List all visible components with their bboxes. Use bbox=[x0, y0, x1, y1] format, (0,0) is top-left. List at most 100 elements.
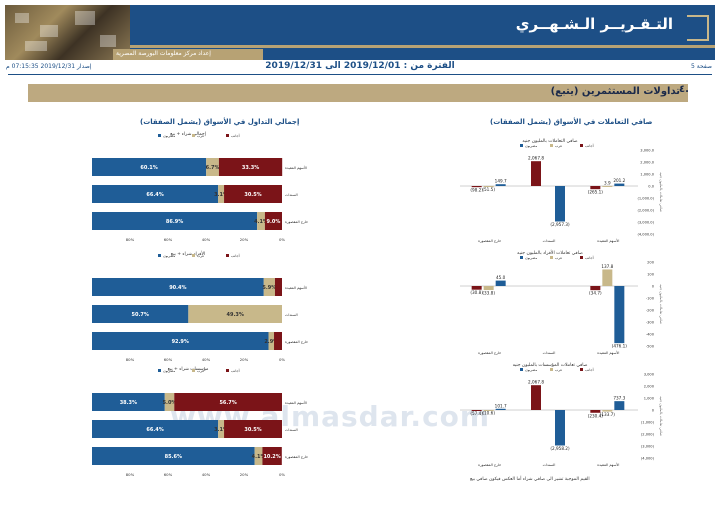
legend-swatch bbox=[226, 369, 229, 372]
header-photo bbox=[5, 5, 130, 60]
tick-label: 20% bbox=[240, 472, 249, 477]
bar-segment bbox=[92, 420, 219, 438]
legend-swatch bbox=[550, 144, 553, 147]
chart-title: مؤسسات شراء + بيع bbox=[168, 366, 209, 372]
chart-title: صافي التعاملات بالمليون جنيه bbox=[522, 139, 577, 144]
header-divider bbox=[130, 45, 715, 48]
bar-label: 9.0% bbox=[267, 219, 281, 225]
legend-swatch bbox=[580, 144, 583, 147]
data-label: (30.8) bbox=[470, 290, 483, 295]
tick-label: 40% bbox=[202, 472, 211, 477]
bar-label: 30.5% bbox=[244, 192, 261, 198]
tick-label: 100 bbox=[647, 273, 655, 277]
tick-label: 40% bbox=[202, 357, 211, 362]
report-title: التـقـريــر الـشـهــري bbox=[515, 15, 673, 33]
bar bbox=[590, 286, 601, 291]
header-rule bbox=[8, 74, 712, 75]
net-individuals-chart: صافي تعاملات الأفراد بالمليون جنيهمصريون… bbox=[460, 249, 663, 355]
data-label: 737.3 bbox=[613, 396, 625, 401]
tick-label: 200 bbox=[647, 261, 655, 265]
bar-label: 86.9% bbox=[166, 219, 183, 225]
bar-label: 3.1% bbox=[214, 192, 228, 198]
bar-label: 56.7% bbox=[219, 400, 236, 406]
axis-label: صافي تعاملات بالمليون جنيه bbox=[659, 172, 663, 212]
bar-segment bbox=[188, 305, 282, 323]
chart-title: الأفراد شراء + بيع bbox=[171, 250, 205, 257]
legend-label: أجانب bbox=[231, 368, 240, 373]
tick-label: 1,000 bbox=[644, 397, 655, 401]
tick-label: 0 bbox=[652, 409, 655, 413]
bar-segment bbox=[92, 212, 258, 230]
legend-swatch bbox=[226, 254, 229, 257]
legend-swatch bbox=[192, 369, 195, 372]
bar-label: 50.7% bbox=[131, 312, 148, 318]
tick-label: 0.0 bbox=[648, 185, 654, 189]
data-label: (57.4) bbox=[470, 411, 483, 416]
bar bbox=[555, 410, 565, 446]
bar-label: 33.3% bbox=[242, 165, 259, 171]
bar-segment bbox=[92, 332, 269, 350]
tick-label: 2,000 bbox=[644, 385, 655, 389]
bar-label: 2.9% bbox=[264, 339, 278, 345]
data-label: (51.5) bbox=[482, 187, 495, 192]
category-label: السندات bbox=[543, 463, 556, 467]
bar-label: 49.3% bbox=[226, 312, 243, 318]
tick-label: 40% bbox=[202, 237, 211, 242]
category-label: السندات bbox=[543, 239, 556, 243]
legend-label: أجانب bbox=[585, 255, 594, 260]
bar-segment bbox=[224, 420, 282, 438]
data-label: (10.6) bbox=[482, 411, 495, 416]
data-label: 45.0 bbox=[496, 275, 506, 280]
data-label: 2,067.8 bbox=[528, 380, 544, 385]
tick-label: -100 bbox=[646, 297, 655, 301]
bar-label: 90.4% bbox=[169, 285, 186, 291]
category-label: الأسهم المقيدة bbox=[597, 350, 619, 355]
data-label: (98.2) bbox=[470, 188, 483, 193]
tick-label: 20% bbox=[240, 237, 249, 242]
legend-swatch bbox=[580, 256, 583, 259]
bar-label: 60.1% bbox=[140, 165, 157, 171]
legend-swatch bbox=[580, 368, 583, 371]
tick-label: (1,000) bbox=[641, 421, 655, 425]
bar-segment bbox=[174, 393, 282, 411]
tick-label: (4,000) bbox=[641, 457, 655, 461]
bar-label: 66.4% bbox=[146, 192, 163, 198]
bar bbox=[531, 161, 541, 186]
legend-swatch bbox=[520, 368, 523, 371]
bar-segment bbox=[92, 158, 207, 176]
category-label: الأسهم المقيدة bbox=[597, 238, 619, 243]
legend-label: عرب bbox=[555, 144, 562, 148]
bar-label: 4.1% bbox=[252, 454, 266, 460]
bar-segment bbox=[92, 278, 264, 296]
legend-swatch bbox=[158, 254, 161, 257]
bar-label: 38.3% bbox=[120, 400, 137, 406]
net-trading-heading: صافي التعاملات في الأسواق (يشمل الصفقات) bbox=[490, 118, 653, 126]
tick-label: 2,000.0 bbox=[640, 161, 654, 165]
tick-label: 20% bbox=[240, 357, 249, 362]
data-label: (33.8) bbox=[482, 291, 495, 296]
category-label: خارج المقصورة bbox=[478, 239, 501, 243]
category-label: خارج المقصورة bbox=[478, 351, 501, 355]
tick-label: 80% bbox=[126, 472, 135, 477]
axis-label: صافي تعاملات بالمليون جنيه bbox=[659, 284, 663, 324]
bar bbox=[602, 185, 613, 187]
bar-segment bbox=[218, 420, 225, 438]
legend-swatch bbox=[550, 368, 553, 371]
category-label: الأسهم المقيدة bbox=[285, 165, 307, 170]
tick-label: -200 bbox=[646, 309, 655, 313]
bar-segment bbox=[257, 212, 265, 230]
data-label: 2,067.8 bbox=[528, 156, 544, 161]
bar bbox=[483, 186, 494, 187]
legend-label: عرب bbox=[555, 256, 562, 260]
legend-swatch bbox=[226, 134, 229, 137]
legend-label: عرب bbox=[555, 368, 562, 372]
data-label: 149.7 bbox=[495, 179, 507, 184]
subtitle-band bbox=[113, 49, 263, 60]
tick-label: (3,000.0) bbox=[637, 221, 654, 225]
chart-title: إجمالي شراء + بيع bbox=[170, 131, 206, 137]
data-label: 101.7 bbox=[495, 403, 507, 408]
bar bbox=[602, 269, 613, 286]
bar-label: 5.9% bbox=[262, 285, 276, 291]
bar bbox=[590, 410, 601, 413]
tick-label: (3,000) bbox=[641, 445, 655, 449]
